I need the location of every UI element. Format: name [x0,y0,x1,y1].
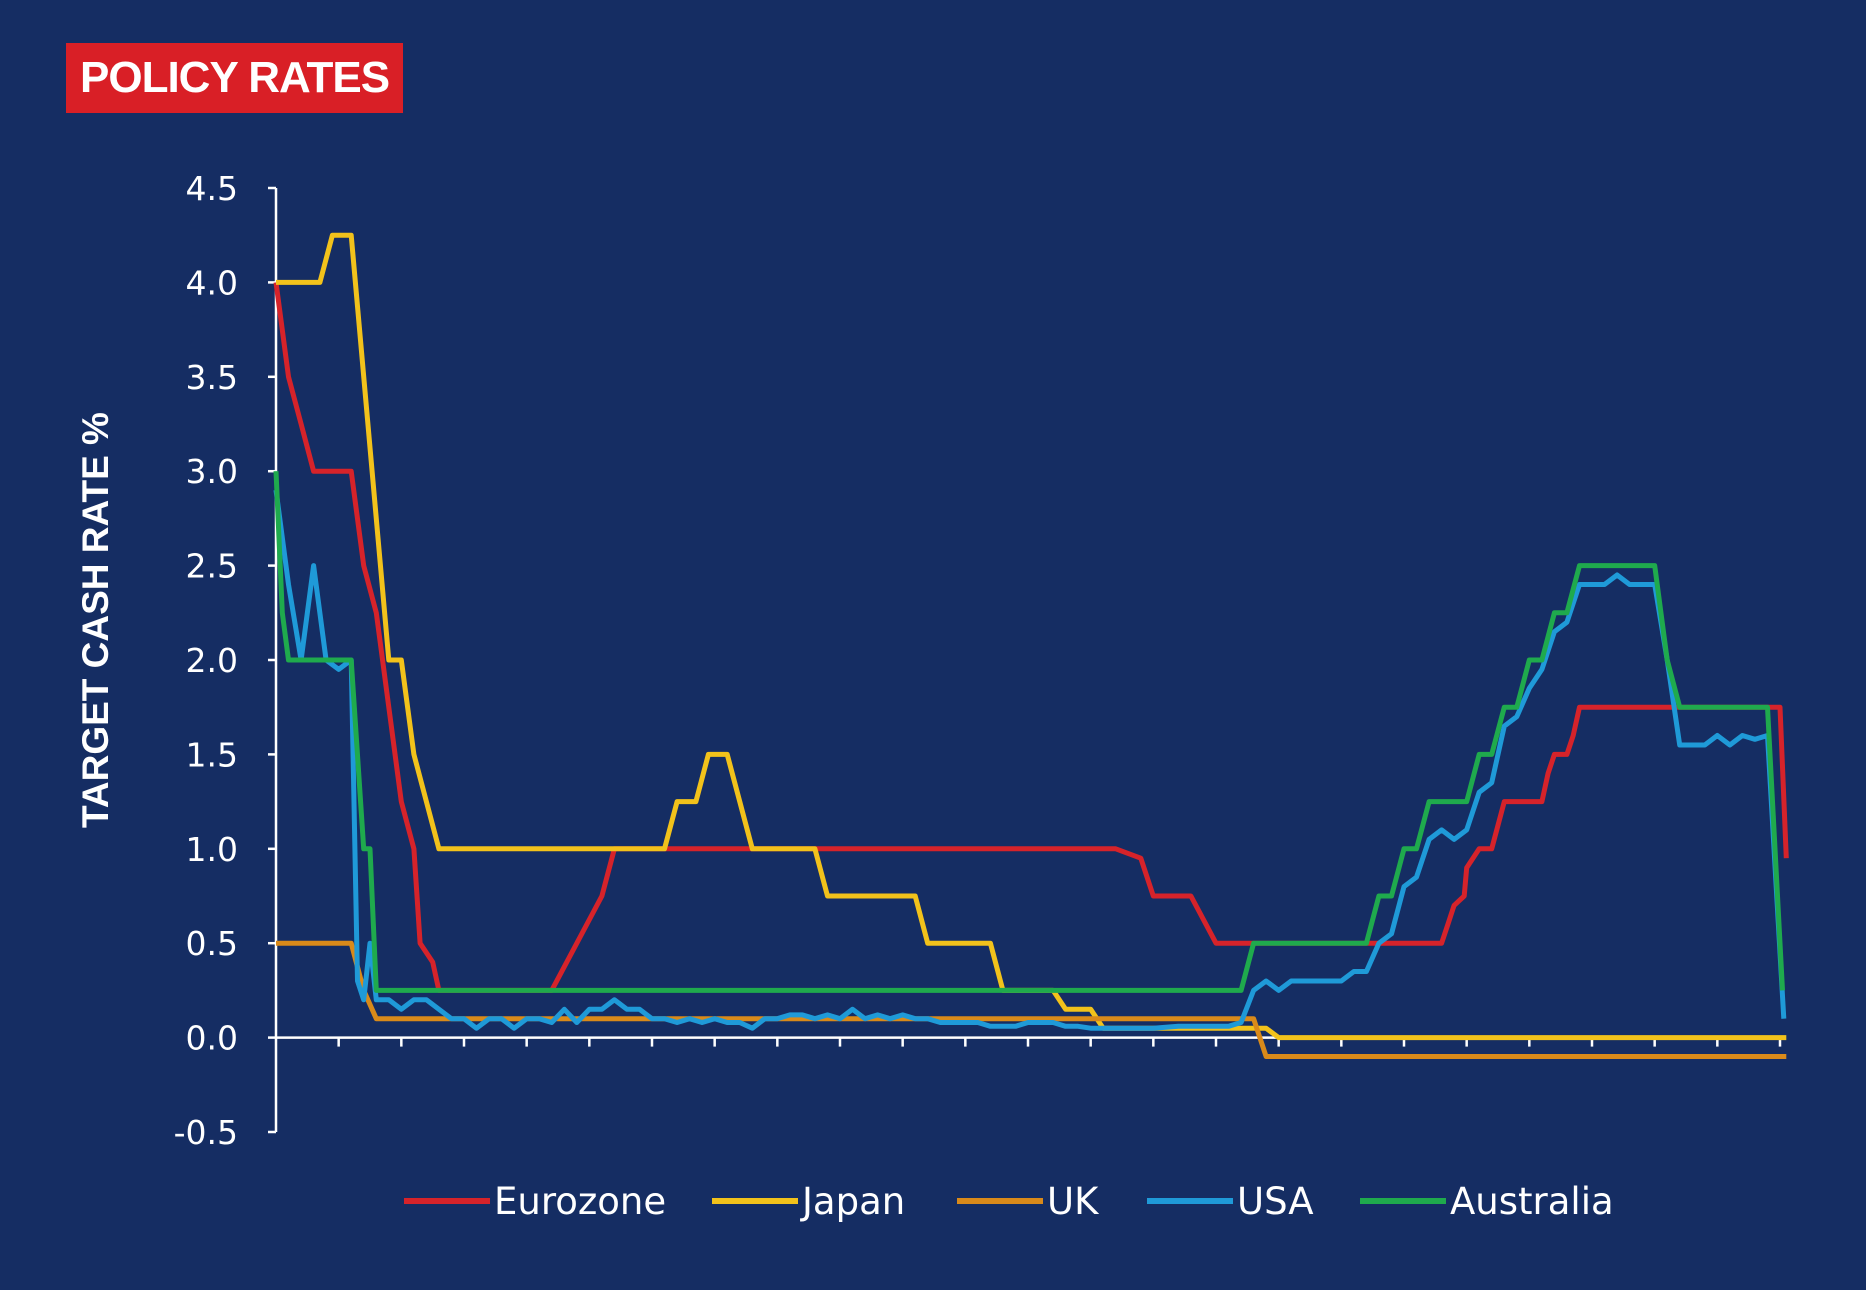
y-tick-label: 2.0 [186,641,238,680]
series-line-usa [273,489,1787,1031]
y-tick-label: 2.5 [186,547,238,586]
x-axis-ticks [337,1037,1782,1047]
legend: Eurozone Japan UK USA Australia [404,1180,1614,1223]
y-tick-label: 3.0 [186,452,238,491]
y-axis-label: TARGET CASH RATE % [75,412,116,828]
y-axis-ticks: -0.5 0.0 0.5 1.0 1.5 2.0 2.5 3.0 3.5 4.0 4.5 [174,169,276,1152]
legend-label-australia: Australia [1450,1180,1614,1223]
y-tick-label: 1.5 [186,735,238,774]
y-tick-label: -0.5 [174,1113,238,1152]
y-tick-label: 0.0 [186,1019,238,1058]
series-line-japan [276,232,1787,1041]
series-line-australia [273,471,1785,993]
legend-label-eurozone: Eurozone [494,1180,666,1223]
y-tick-label: 0.5 [186,924,238,963]
legend-label-usa: USA [1237,1180,1314,1223]
y-tick-label: 3.5 [186,358,238,397]
y-axis-label-text: TARGET CASH RATE % [75,412,116,828]
legend-label-uk: UK [1047,1180,1100,1223]
y-tick-label: 1.0 [186,830,238,869]
series-lines [273,232,1789,1059]
series-line-eurozone [273,282,1789,993]
series-line-uk [276,940,1787,1059]
y-tick-label: 4.5 [186,169,238,208]
legend-label-japan: Japan [800,1180,905,1223]
chart-title-badge: POLICY RATES [66,43,404,113]
y-tick-label: 4.0 [186,263,238,302]
